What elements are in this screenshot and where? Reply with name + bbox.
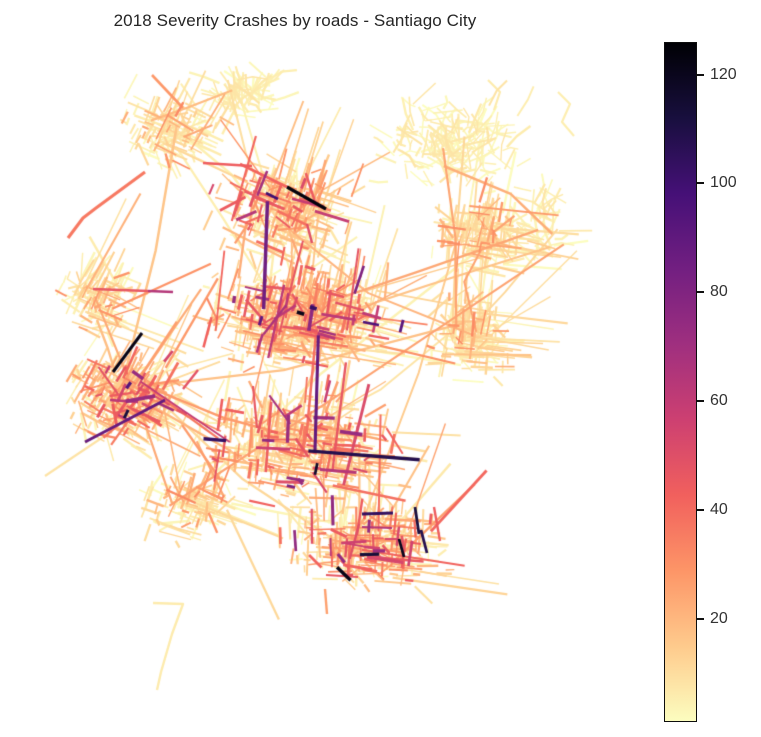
colorbar-tick-label: 80: [710, 283, 728, 301]
colorbar-tick-label: 40: [710, 500, 728, 518]
colorbar-tick-label: 60: [710, 392, 728, 410]
colorbar-tick-mark: [697, 508, 704, 511]
colorbar-tick-mark: [697, 182, 704, 185]
colorbar-tick-mark: [697, 617, 704, 620]
colorbar-tick-mark: [697, 291, 704, 294]
colorbar-tick-mark: [697, 400, 704, 403]
colorbar-tick-label: 20: [710, 609, 728, 627]
colorbar-tick-mark: [697, 73, 704, 76]
colorbar-tick-label: 120: [710, 65, 737, 83]
colorbar-tick-label: 100: [710, 174, 737, 192]
colorbar-gradient: [664, 42, 697, 722]
